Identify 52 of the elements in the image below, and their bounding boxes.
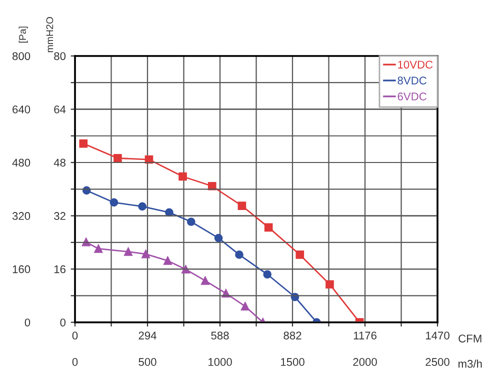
point	[178, 172, 187, 181]
x-tick-label: 882	[284, 332, 302, 340]
point	[201, 276, 210, 285]
point	[296, 250, 304, 259]
x2-tick-label: 1000	[208, 358, 232, 366]
point	[113, 154, 122, 162]
point	[182, 265, 190, 274]
point	[138, 202, 146, 211]
y2-tick-label: 32	[54, 212, 66, 220]
y-tick-label: 480	[12, 158, 30, 167]
y-tick-label: 160	[12, 265, 30, 274]
x2-tick-label: 2000	[353, 358, 377, 366]
point	[238, 202, 246, 210]
y-tick-label: 800	[12, 52, 30, 60]
point	[240, 302, 250, 310]
point	[263, 270, 272, 279]
y2-tick-label: 48	[54, 158, 66, 167]
x-tick-label: 588	[211, 332, 229, 340]
point	[235, 250, 244, 259]
x-axis-title: CFM	[458, 334, 482, 342]
y2-tick-label: 16	[54, 265, 66, 274]
legend-label: 8VDC	[398, 76, 426, 84]
point	[110, 198, 118, 207]
point	[326, 280, 334, 289]
y-axis-title: [Pa]	[18, 26, 28, 43]
y-tick-label: 0	[24, 318, 30, 326]
point	[214, 234, 223, 242]
point	[186, 218, 196, 226]
legend-label: 6VDC	[398, 92, 426, 100]
y2-axis-title: mmH2O	[46, 17, 54, 52]
point	[264, 223, 273, 232]
point	[164, 256, 172, 265]
y2-tick-label: 0	[60, 318, 66, 326]
y-tick-label: 320	[12, 212, 30, 220]
point	[208, 182, 216, 190]
y2-tick-label: 64	[54, 106, 66, 114]
point	[124, 248, 132, 256]
x-tick-label: 0	[72, 332, 78, 340]
y-tick-label: 640	[12, 106, 30, 114]
x-tick-label: 294	[138, 332, 156, 340]
x2-tick-label: 0	[72, 358, 78, 366]
x2-tick-label: 2500	[426, 358, 450, 366]
x-tick-label: 1470	[426, 332, 450, 340]
x2-axis-title: m3/h	[458, 360, 482, 368]
y2-tick-label: 80	[54, 52, 66, 60]
x-tick-label: 1176	[354, 332, 376, 340]
point	[142, 250, 150, 258]
point	[94, 244, 103, 253]
x2-tick-label: 1500	[280, 358, 304, 366]
x2-tick-label: 500	[138, 358, 156, 366]
point	[79, 139, 88, 148]
legend-label: 10VDC	[398, 60, 433, 69]
